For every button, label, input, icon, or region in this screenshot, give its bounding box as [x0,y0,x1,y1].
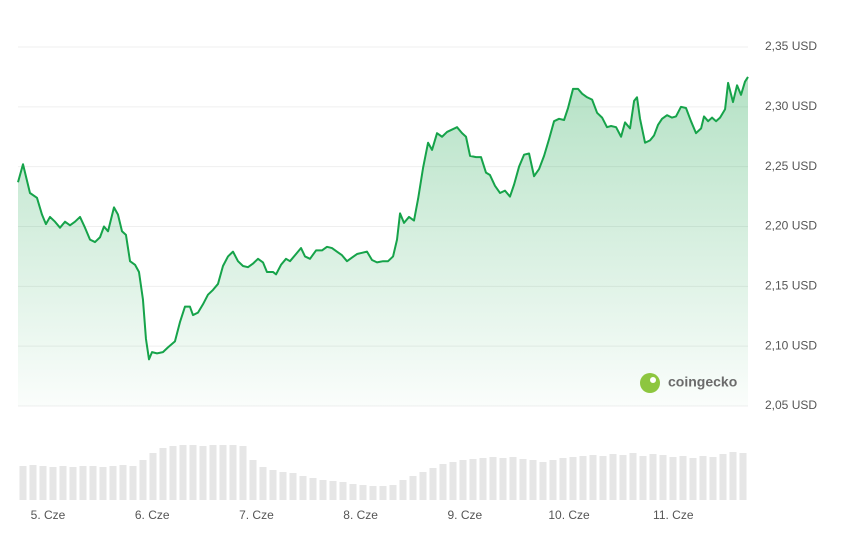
volume-bar [359,485,367,500]
volume-bar [689,458,697,500]
volume-bar [699,456,707,500]
volume-bar [189,445,197,500]
y-tick-label: 2,05 USD [765,398,817,412]
volume-bar [729,452,737,500]
volume-bar [739,453,747,500]
y-tick-label: 2,20 USD [765,219,817,233]
volume-bar [349,484,357,500]
volume-bar [59,466,67,500]
volume-bar [309,478,317,500]
volume-bar [299,476,307,500]
volume-bar [489,457,497,500]
volume-bar [119,465,127,500]
volume-bar [269,470,277,500]
logo [640,373,660,393]
volume-bar [289,473,297,500]
volume-bar [649,454,657,500]
price-area [18,76,748,407]
volume-bar [239,446,247,500]
logo-eye [650,377,656,383]
volume-bar [419,472,427,500]
volume-bar [209,445,217,500]
volume-bar [659,455,667,500]
volume-bar [619,455,627,500]
volume-bar [529,460,537,500]
volume-bar [159,448,167,500]
y-tick-label: 2,15 USD [765,279,817,293]
volume-bar [499,458,507,500]
volume-bar [139,460,147,500]
x-tick-label: 6. Cze [135,508,170,522]
y-tick-label: 2,30 USD [765,99,817,113]
volume-bar [719,454,727,500]
watermark: coingecko [640,373,737,393]
volume-bar [79,466,87,500]
volume-bar [19,466,27,500]
volume-bar [469,459,477,500]
volume-bar [89,466,97,500]
volume-bar [409,476,417,500]
volume-bar [439,464,447,500]
volume-bar [129,466,137,500]
volume-bar [329,481,337,500]
volume-bar [609,454,617,500]
volume-bar [369,486,377,500]
volume-bar [539,462,547,500]
volume-bar [49,467,57,500]
volume-bar [599,456,607,500]
volume-bar [29,465,37,500]
volume-bar [459,460,467,500]
y-tick-label: 2,25 USD [765,159,817,173]
volume-bar [399,480,407,500]
volume-bar [429,468,437,500]
volume-bar [589,455,597,500]
volume-bar [319,480,327,500]
volume-bar [279,472,287,500]
x-tick-label: 10. Cze [548,508,590,522]
volume-bar [549,460,557,500]
volume-bar [199,446,207,500]
volume-bar [169,446,177,500]
x-tick-label: 11. Cze [653,508,694,522]
y-tick-label: 2,10 USD [765,338,817,352]
volume-bar [109,466,117,500]
x-tick-label: 8. Cze [343,508,378,522]
volume-bar [669,457,677,500]
volume-bar [559,458,567,500]
volume-bar [249,460,257,500]
volume-bar [709,457,717,500]
volume-bar [69,467,77,500]
x-tick-label: 9. Cze [448,508,483,522]
volume-bar [219,445,227,500]
volume-bar [449,462,457,500]
volume-bar [639,456,647,500]
volume-bar [179,445,187,500]
volume-bar [229,445,237,500]
volume-bar [339,482,347,500]
volume-bar [579,456,587,500]
volume-bar [479,458,487,500]
volume-bar [149,453,157,500]
volume-bar [519,459,527,500]
volume-bar [509,457,517,500]
volume-bar [679,456,687,500]
volume-bar [259,467,267,500]
volume-bar [379,486,387,500]
volume-bar [569,457,577,500]
volume-bar [389,485,397,500]
volume-bar [39,466,47,500]
x-tick-label: 7. Cze [239,508,274,522]
volume-bar [99,467,107,500]
brand-name: coingecko [668,374,737,390]
x-tick-label: 5. Cze [31,508,66,522]
price-line [17,76,749,361]
volume-bar [629,453,637,500]
y-tick-label: 2,35 USD [765,39,817,53]
